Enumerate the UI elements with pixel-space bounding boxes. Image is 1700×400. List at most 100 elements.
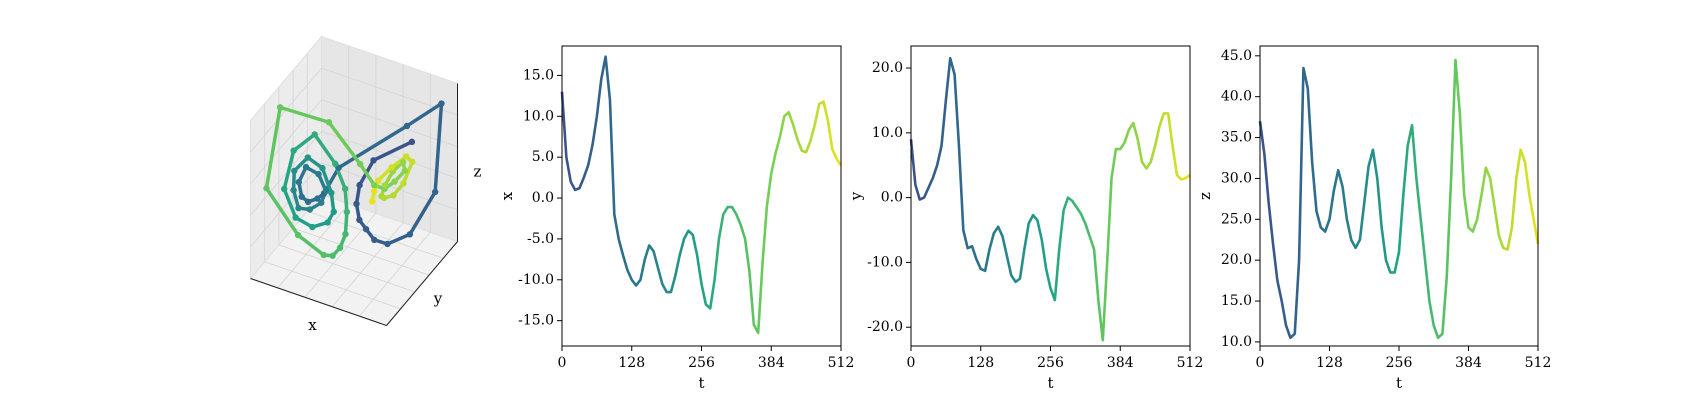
plot-frame bbox=[561, 45, 842, 347]
trajectory-point bbox=[408, 138, 416, 146]
trajectory-segment bbox=[343, 186, 349, 214]
trajectory-point bbox=[290, 186, 297, 194]
x-axis-label: x bbox=[308, 316, 317, 334]
x-axis-label: t bbox=[1047, 374, 1053, 392]
trajectory-point bbox=[399, 158, 407, 166]
trajectory-segment bbox=[401, 160, 415, 186]
trajectory-point bbox=[325, 119, 333, 126]
pane-grid bbox=[278, 244, 416, 293]
y-axis-label: y bbox=[433, 290, 443, 308]
pane-grid bbox=[250, 162, 322, 248]
trajectory-point bbox=[368, 198, 376, 205]
plot-frame bbox=[910, 45, 1191, 347]
trajectory-point bbox=[342, 230, 349, 238]
y-tick-label: 10.0 bbox=[523, 108, 554, 124]
data-line bbox=[909, 57, 1191, 342]
y-tick-label: 20.0 bbox=[1221, 252, 1252, 268]
trajectory-segment bbox=[320, 166, 334, 195]
x-tick-label: 512 bbox=[828, 355, 855, 371]
trajectory-point bbox=[391, 178, 398, 185]
trajectory-segment bbox=[264, 186, 300, 237]
trajectory-point bbox=[322, 187, 330, 195]
trajectory-point bbox=[304, 198, 312, 206]
x-axis-label: t bbox=[1396, 374, 1402, 392]
trajectory-point bbox=[362, 225, 370, 233]
trajectory-point bbox=[309, 223, 316, 231]
trajectory-point bbox=[371, 187, 378, 195]
trajectory-point bbox=[319, 164, 326, 172]
trajectory-point bbox=[375, 177, 382, 184]
pane-grid bbox=[331, 222, 404, 307]
trajectory-point bbox=[390, 192, 397, 199]
trajectory-point bbox=[295, 178, 303, 186]
y-tick-label: 0.0 bbox=[881, 190, 903, 206]
z-axis-label: z bbox=[474, 163, 482, 181]
trajectory-point bbox=[302, 163, 310, 171]
trajectory-point bbox=[438, 100, 445, 107]
trajectory-point bbox=[295, 204, 302, 212]
trajectory-point bbox=[328, 189, 335, 197]
x-tick-label: 512 bbox=[1177, 355, 1204, 371]
trajectory-point bbox=[356, 160, 364, 168]
trajectory-point bbox=[384, 240, 391, 248]
trajectory-segment bbox=[312, 132, 337, 166]
pane-grid bbox=[292, 227, 430, 276]
trajectory-point bbox=[318, 199, 325, 206]
x-tick-label: 128 bbox=[618, 355, 645, 371]
trajectory-point bbox=[315, 170, 322, 178]
y-tick-label: 30.0 bbox=[1221, 170, 1252, 186]
y-axis-label: z bbox=[1196, 192, 1214, 200]
x-tick-label: 256 bbox=[1386, 355, 1413, 371]
x-tick-label: 512 bbox=[1525, 355, 1552, 371]
x-tick-label: 128 bbox=[967, 355, 994, 371]
pane-grid bbox=[321, 99, 458, 148]
trajectory-point bbox=[263, 185, 270, 192]
trajectory-point bbox=[332, 160, 339, 167]
trajectory-point bbox=[276, 104, 284, 111]
x-tick-label: 0 bbox=[558, 355, 567, 371]
trajectory-point bbox=[381, 182, 389, 189]
pane-grid bbox=[321, 130, 458, 179]
trajectory-segment bbox=[264, 105, 282, 191]
y-tick-label: -15.0 bbox=[518, 313, 554, 329]
x-axis-label: t bbox=[698, 374, 704, 392]
x-tick-label: 256 bbox=[688, 355, 715, 371]
pane-grid bbox=[250, 131, 322, 216]
trajectory-point bbox=[281, 185, 288, 193]
data-line bbox=[560, 55, 843, 335]
trajectory-point bbox=[314, 195, 321, 202]
trajectory-point bbox=[290, 147, 297, 154]
axis-line bbox=[250, 278, 387, 326]
trajectory-point bbox=[306, 206, 314, 213]
trajectory-segment bbox=[371, 140, 414, 163]
trajectory-point bbox=[341, 185, 349, 192]
trajectory-point bbox=[356, 181, 363, 189]
trajectory-segment bbox=[408, 190, 437, 237]
pane-grid bbox=[250, 99, 322, 184]
trajectory-segment bbox=[336, 124, 409, 170]
trajectory-point bbox=[291, 167, 298, 175]
trajectory-segment bbox=[291, 132, 317, 153]
trajectory-point bbox=[409, 158, 416, 166]
trajectory-point bbox=[406, 231, 414, 238]
x-tick-label: 384 bbox=[1107, 355, 1134, 371]
trajectory-point bbox=[401, 167, 409, 174]
y-tick-label: 20.0 bbox=[872, 60, 903, 76]
trajectory-point bbox=[431, 188, 439, 196]
trajectory-point bbox=[370, 157, 377, 164]
x-tick-label: 384 bbox=[1455, 355, 1482, 371]
trajectory-segment bbox=[343, 210, 349, 236]
trajectory-point bbox=[388, 164, 395, 171]
trajectory-point bbox=[403, 122, 411, 130]
axis-line bbox=[386, 241, 458, 326]
trajectory-point bbox=[304, 154, 312, 161]
trajectory-segment bbox=[296, 233, 326, 257]
y-tick-label: 5.0 bbox=[532, 149, 554, 165]
trajectory-point bbox=[343, 208, 351, 216]
trajectory-point bbox=[298, 193, 305, 200]
trajectory-segment bbox=[405, 101, 444, 128]
y-tick-label: 35.0 bbox=[1221, 130, 1252, 146]
trajectory-point bbox=[403, 153, 410, 160]
